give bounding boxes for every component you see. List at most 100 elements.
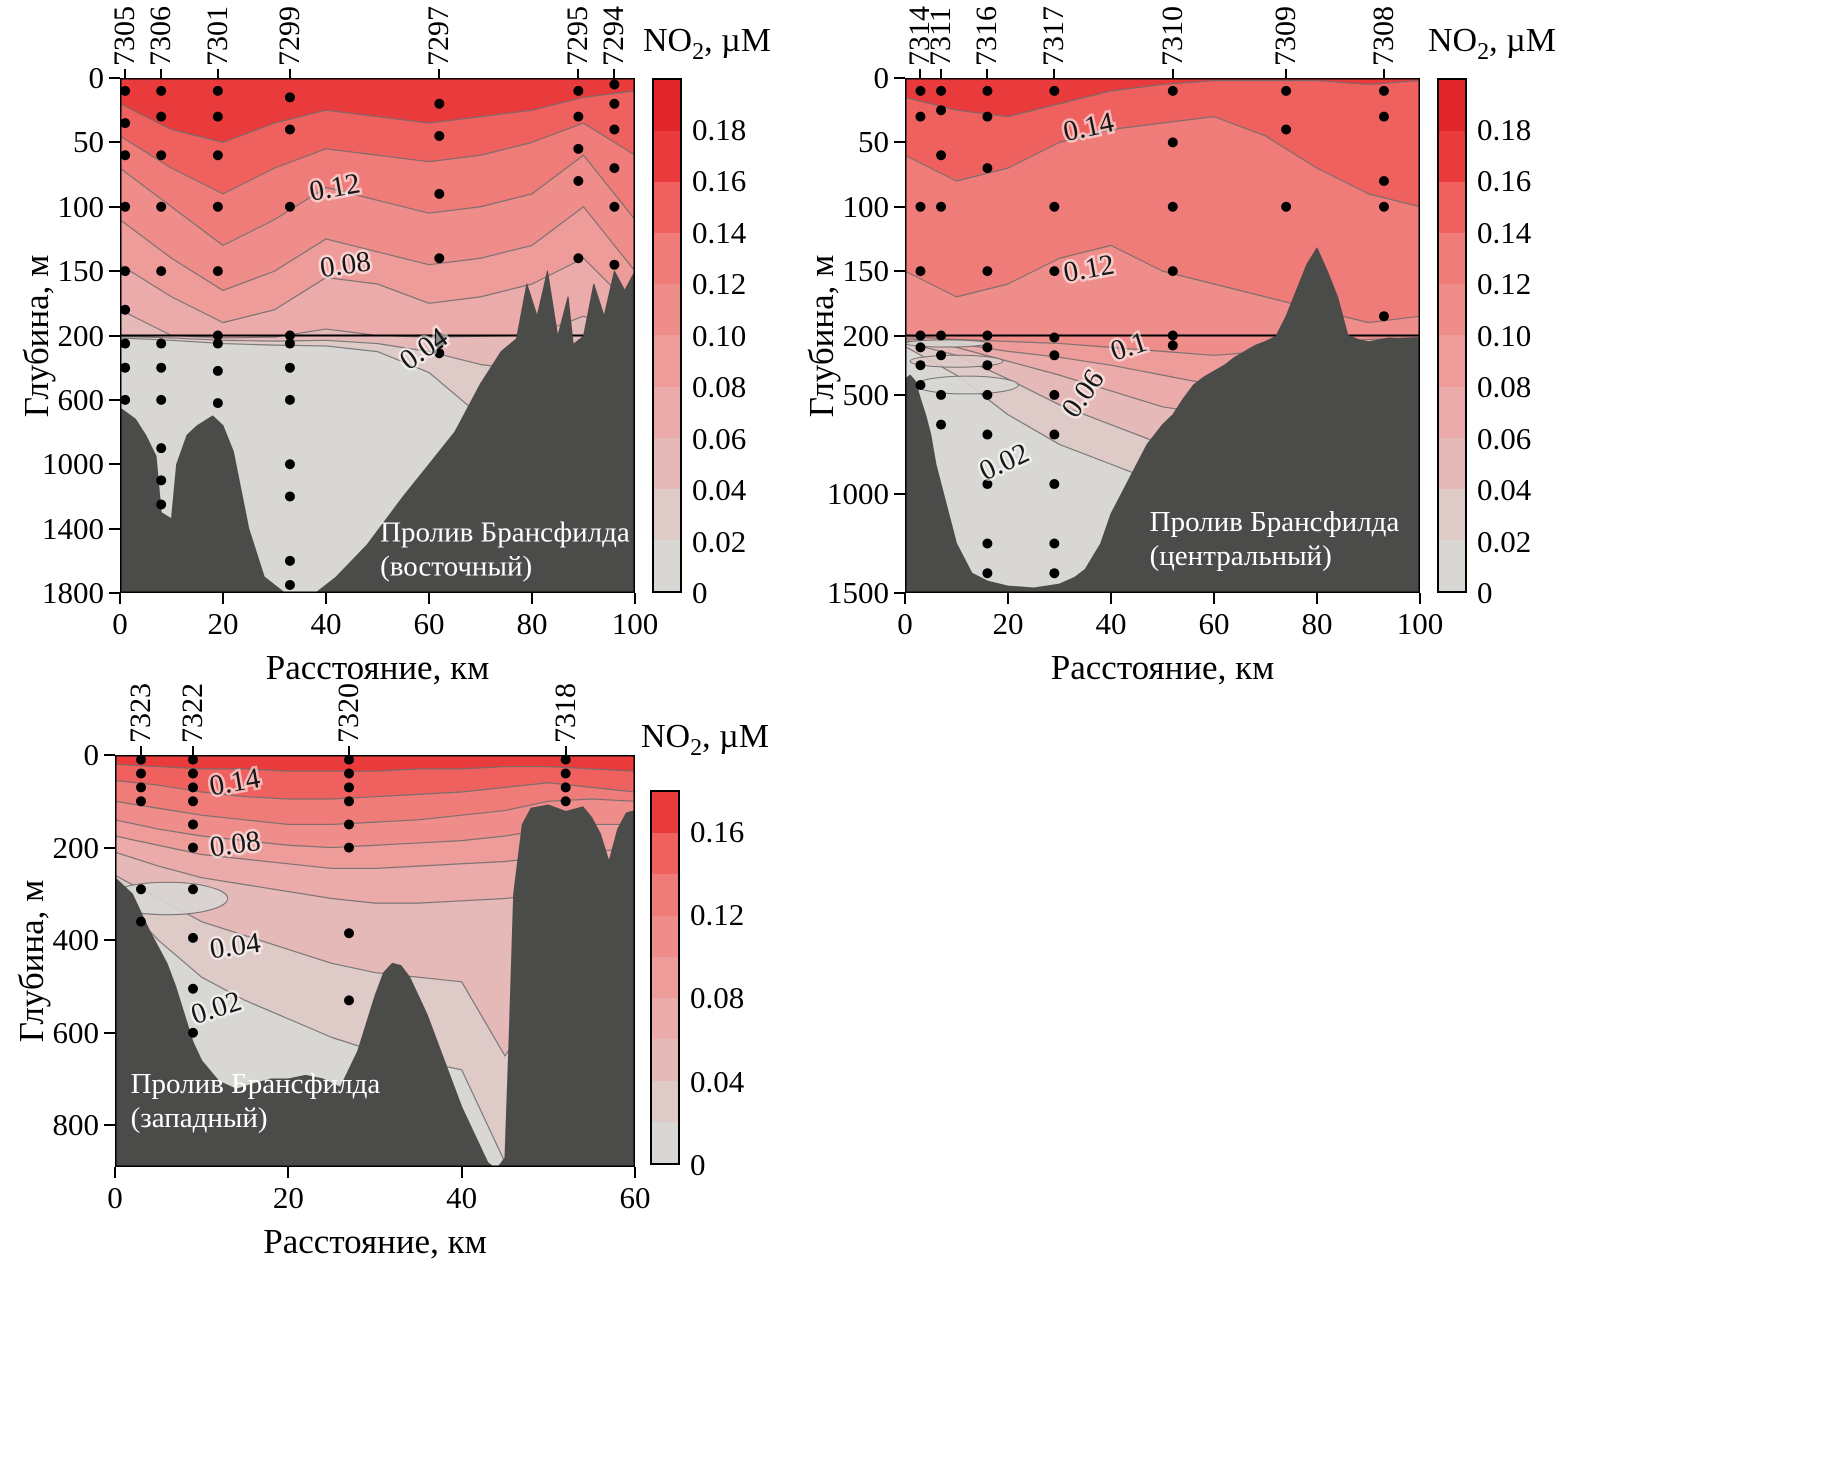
station-sample-dot — [136, 755, 146, 765]
station-sample-dot — [120, 118, 131, 129]
station-sample-dot — [1378, 176, 1389, 186]
colorbar-segment — [652, 833, 678, 875]
station-label: 7311 — [924, 7, 958, 66]
y-tick-label: 50 — [73, 124, 104, 160]
station-sample-dot — [156, 443, 167, 454]
station-sample-dot — [188, 983, 198, 994]
y-tick-label: 50 — [858, 124, 889, 160]
contour-line — [120, 206, 635, 292]
y-axis-title: Глубина, м — [802, 254, 841, 417]
x-tick-label: 0 — [107, 1180, 123, 1215]
x-tick-label: 80 — [516, 606, 548, 641]
station-sample-dot — [915, 330, 926, 341]
x-tick-label: 20 — [272, 1180, 304, 1215]
x-tick-label: 40 — [1095, 606, 1127, 641]
y-tick-label: 1400 — [42, 510, 104, 546]
x-tick-label: 40 — [446, 1180, 478, 1215]
station-tick — [940, 69, 943, 78]
station-sample-dot — [915, 266, 926, 277]
station-sample-dot — [1167, 340, 1178, 351]
colorbar-segment — [652, 874, 678, 916]
station-sample-dot — [344, 796, 354, 807]
station-sample-dot — [936, 389, 947, 400]
station-sample-dot — [344, 782, 354, 793]
station-tick — [288, 69, 291, 78]
colorbar-tick-label: 0.10 — [1477, 317, 1532, 353]
station-sample-dot — [156, 201, 167, 212]
x-tick-label: 0 — [112, 606, 128, 641]
contour-line — [120, 122, 635, 195]
station-sample-dot — [284, 394, 295, 405]
y-axis-tick — [894, 77, 905, 79]
bathymetry — [115, 804, 635, 1167]
panel-caption-line: Пролив Брансфилда — [380, 517, 630, 549]
station-sample-dot — [1281, 85, 1292, 96]
panel-caption: Пролив Брансфилда (центральный) — [1150, 506, 1400, 572]
low-value-lens — [914, 375, 1019, 395]
station-sample-dot — [434, 348, 445, 359]
station-sample-dot — [915, 201, 926, 212]
y-axis-tick — [109, 398, 120, 401]
colorbar-tick-label: 0.14 — [692, 214, 747, 250]
station-sample-dot — [120, 150, 131, 161]
station-sample-dot — [284, 362, 295, 373]
station-label: 7305 — [108, 6, 142, 66]
y-axis-tick — [109, 592, 120, 594]
x-tick-label: 40 — [310, 606, 342, 641]
y-tick-label: 0 — [873, 60, 890, 95]
x-axis-tick — [222, 593, 224, 604]
y-axis-tick — [894, 334, 905, 337]
contour-value-label: 0.08 — [318, 245, 373, 284]
y-tick-label: 150 — [57, 253, 105, 289]
colorbar-tick-label: 0.10 — [692, 317, 747, 353]
colorbar-segment — [654, 539, 680, 591]
colorbar-tick-label: 0.06 — [692, 420, 747, 456]
x-axis-tick — [1213, 593, 1215, 604]
station-sample-dot — [212, 330, 223, 341]
colorbar-tick-label: 0.06 — [1477, 420, 1532, 456]
station-sample-dot — [344, 755, 354, 765]
panel-caption: Пролив Брансфилда (западный) — [131, 1068, 381, 1134]
y-tick-label: 200 — [52, 829, 100, 865]
station-sample-dot — [936, 85, 947, 96]
colorbar-segment — [1439, 233, 1465, 285]
colorbar-title-suffix: , µM — [1489, 22, 1556, 59]
colorbar-title-suffix: , µM — [704, 22, 771, 59]
x-axis-tick — [287, 1167, 290, 1178]
station-sample-dot — [1049, 538, 1060, 549]
colorbar-segment — [654, 80, 680, 132]
station-sample-dot — [982, 360, 993, 371]
y-axis-tick — [109, 77, 120, 79]
station-sample-dot — [1167, 137, 1178, 148]
station-sample-dot — [1167, 201, 1178, 212]
colorbar-tick-label: 0.02 — [692, 523, 747, 559]
station-sample-dot — [1167, 266, 1178, 277]
y-axis-tick — [894, 492, 905, 495]
station-sample-dot — [915, 360, 926, 371]
colorbar-tick-label: 0 — [690, 1147, 706, 1182]
station-sample-dot — [936, 419, 947, 430]
panel-caption-line: (западный) — [131, 1102, 268, 1134]
x-axis-tick — [325, 593, 327, 604]
colorbar-segment — [652, 792, 678, 834]
station-tick — [919, 69, 922, 78]
station-label: 7309 — [1269, 6, 1303, 66]
station-sample-dot — [156, 394, 167, 405]
contour-line — [115, 763, 635, 772]
station-sample-dot — [936, 330, 947, 341]
station-sample-dot — [573, 176, 584, 186]
y-axis-tick — [104, 754, 115, 756]
x-axis-title: Расстояние, км — [265, 648, 490, 687]
station-sample-dot — [212, 111, 223, 122]
colorbar-segment — [654, 437, 680, 489]
x-axis-tick — [1007, 593, 1009, 604]
x-axis-tick — [531, 593, 533, 604]
station-sample-dot — [434, 253, 445, 264]
station-tick — [192, 746, 194, 755]
colorbar-segment — [652, 956, 678, 999]
station-sample-dot — [609, 79, 620, 90]
colorbar-title-prefix: NO — [643, 22, 693, 59]
x-tick-label: 20 — [207, 606, 239, 641]
station-label: 7322 — [176, 683, 209, 743]
colorbar-title-suffix: , µM — [702, 718, 769, 755]
